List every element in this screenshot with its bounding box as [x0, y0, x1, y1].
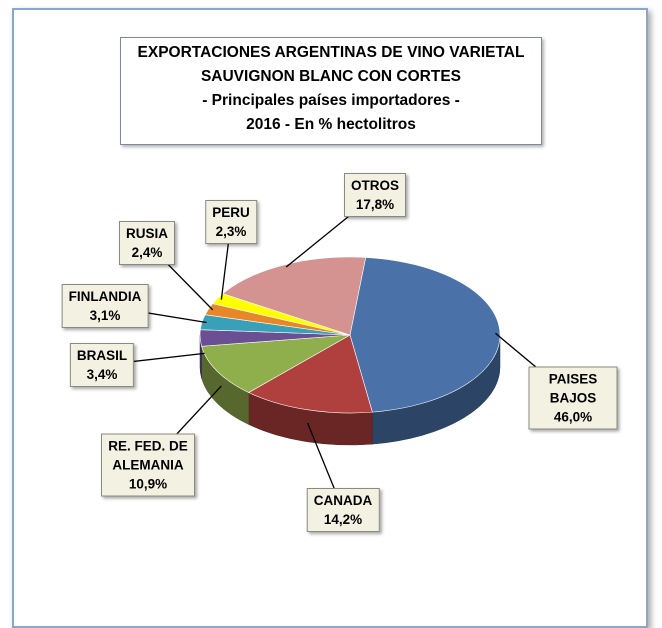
- slice: [349, 257, 501, 413]
- chart-title: EXPORTACIONES ARGENTINAS DE VINO VARIETA…: [137, 44, 525, 85]
- slice-label: FINLANDIA 3,1%: [61, 284, 149, 328]
- category-label: OTROS: [350, 178, 400, 193]
- category-label: FINLANDIA: [68, 289, 142, 304]
- slice: [248, 334, 373, 414]
- value-label: 17,8%: [355, 197, 395, 212]
- unit-note: 2016 - En % hectolitros: [246, 116, 416, 133]
- category-label: CANADA: [313, 493, 373, 508]
- value-label: 46,0%: [553, 409, 593, 425]
- slice-label: PAISES BAJOS 46,0%: [528, 366, 618, 430]
- category-label: PERU: [212, 205, 250, 220]
- slice: [222, 256, 367, 336]
- value-label: 2,3%: [215, 224, 247, 239]
- value-label: 2,4%: [131, 245, 163, 260]
- category-label: RUSIA: [125, 226, 169, 241]
- slice-label: OTROS 17,8%: [343, 173, 407, 217]
- slice-label: PERU 2,3%: [205, 200, 257, 244]
- value-label: 14,2%: [323, 512, 363, 527]
- slice-label: CANADA 14,2%: [306, 488, 380, 532]
- slice: [201, 334, 351, 393]
- value-label: 3,4%: [86, 367, 118, 382]
- slice-label: RUSIA 2,4%: [118, 221, 176, 265]
- title-box: EXPORTACIONES ARGENTINAS DE VINO VARIETA…: [120, 37, 542, 145]
- chart-subtitle: - Principales países importadores -: [202, 92, 460, 109]
- value-label: 3,1%: [89, 308, 121, 323]
- slice-label: RE. FED. DE ALEMANIA 10,9%: [101, 433, 195, 497]
- slice-label: BRASIL 3,4%: [69, 343, 135, 387]
- category-label: BRASIL: [76, 348, 128, 363]
- category-label: RE. FED. DE ALEMANIA: [108, 438, 188, 473]
- category-label: PAISES BAJOS: [548, 371, 598, 406]
- value-label: 10,9%: [128, 476, 168, 492]
